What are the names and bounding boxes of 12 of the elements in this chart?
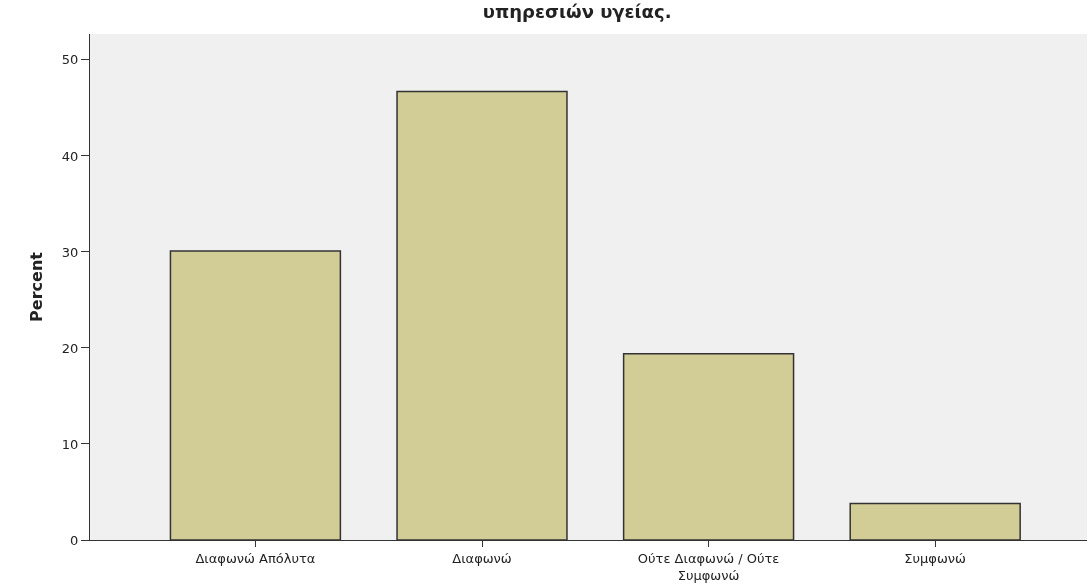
x-tick-label: Ούτε Διαφωνώ / Ούτε Συμφωνώ [637, 550, 780, 583]
chart-title: υπηρεσιών υγείας. [482, 1, 672, 23]
x-tick-label: Διαφωνώ Απόλυτα [195, 550, 316, 566]
x-tick-label: Συμφωνώ [904, 550, 966, 566]
y-tick-label: 30 [61, 244, 79, 260]
y-tick-label: 40 [61, 148, 79, 164]
y-tick-label: 50 [61, 52, 79, 68]
y-tick-label: 0 [70, 532, 79, 548]
y-tick-label: 10 [61, 436, 79, 452]
y-tick-label: 20 [61, 340, 79, 356]
y-axis-title: Percent [26, 251, 46, 322]
x-tick-label: Διαφωνώ [452, 550, 512, 566]
